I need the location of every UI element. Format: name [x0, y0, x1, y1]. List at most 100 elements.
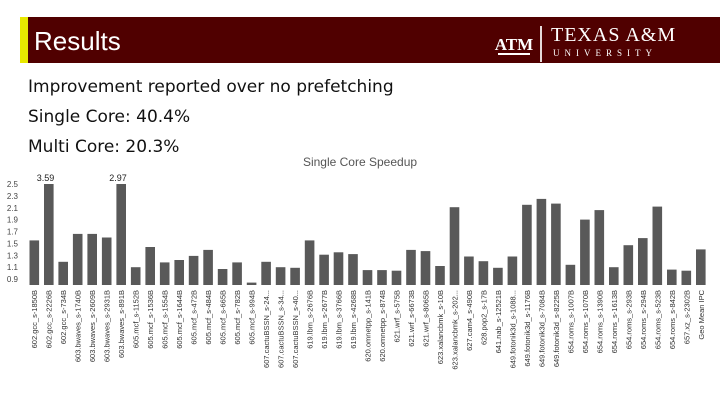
data-label: 3.59: [37, 173, 55, 183]
x-tick-label: 602.gcc_s-734B: [59, 290, 68, 344]
bar: [58, 261, 68, 285]
y-tick-label: 2.3: [7, 192, 19, 201]
bar: [275, 267, 286, 285]
bar: [551, 203, 561, 285]
x-tick-label: 619.lbm_s-4268B: [349, 290, 358, 349]
bullet-multi-core: Multi Core: 20.3%: [28, 137, 180, 157]
x-tick-label: 657.xz_s-2302B: [682, 290, 691, 344]
bar: [391, 270, 402, 285]
x-tick-label: 605.mcf_s-472B: [190, 290, 199, 345]
bar: [319, 254, 329, 285]
header-accent-stripe: [20, 17, 28, 63]
bar: [290, 267, 300, 285]
x-tick-label: 654.roms_s-1070B: [581, 290, 590, 353]
bar: [116, 184, 126, 285]
y-tick-label: 0.9: [7, 275, 19, 284]
bullet-improvement: Improvement reported over no prefetching: [28, 77, 394, 97]
x-tick-label: 605.mcf_s-665B: [219, 290, 228, 345]
x-tick-label: 621.wrf_s-575B: [393, 290, 402, 343]
bar: [72, 233, 83, 285]
bar: [449, 207, 460, 285]
x-tick-label: 619.lbm_s-2676B: [306, 290, 315, 349]
y-tick-label: 1.3: [7, 251, 19, 260]
x-tick-label: 620.omnetpp_s-874B: [378, 290, 387, 362]
bar: [536, 198, 547, 285]
x-tick-label: 607.cactuBSSN_s-40...: [291, 290, 300, 368]
bar: [623, 245, 634, 285]
bar: [681, 270, 692, 285]
bar: [333, 252, 344, 285]
bar: [29, 240, 40, 285]
x-tick-label: 654.roms_s-1390B: [595, 290, 604, 353]
bar: [188, 255, 199, 285]
x-tick-label: 649.fotonik3d_s-1088...: [508, 290, 517, 368]
x-tick-label: 605.mcf_s-1554B: [161, 290, 170, 349]
bar: [522, 204, 532, 285]
x-tick-label: 654.roms_s-1007B: [566, 290, 575, 353]
university-subtitle: UNIVERSITY: [553, 48, 657, 58]
x-tick-label: 623.xalancbmk_s-202...: [450, 290, 459, 370]
x-tick-label: 603.bwaves_s-1740B: [74, 290, 83, 362]
x-tick-label: 649.fotonik3d_s-7084B: [537, 290, 546, 367]
y-tick-label: 1.1: [7, 263, 19, 272]
data-label: 2.97: [109, 173, 127, 183]
bar: [101, 237, 112, 285]
bar: [362, 270, 373, 285]
x-tick-label: 602.gcc_s-2226B: [45, 290, 54, 348]
bar: [580, 219, 590, 285]
bar: [406, 249, 416, 285]
y-tick-label: 1.5: [7, 239, 19, 248]
y-tick-label: 1.7: [7, 228, 19, 237]
bar: [304, 240, 315, 285]
bar: [696, 249, 706, 285]
x-tick-label: 649.fotonik3d_s-1176B: [523, 290, 532, 367]
bar: [232, 262, 242, 285]
bar: [44, 184, 54, 285]
bar: [507, 256, 518, 285]
x-tick-label: 628.pop2_s-17B: [479, 290, 488, 345]
x-tick-label: 603.bwaves_s-2609B: [88, 290, 97, 362]
x-tick-label: 627.cam4_s-490B: [465, 290, 474, 351]
x-tick-label: Geo Mean IPC: [697, 289, 706, 339]
x-tick-label: 621.wrf_s-8065B: [422, 290, 431, 347]
bar: [493, 267, 503, 285]
x-tick-label: 602.gcc_s-1850B: [30, 290, 39, 348]
university-name: TEXAS A&M: [551, 24, 677, 46]
bar: [348, 254, 358, 285]
x-tick-label: 605.mcf_s-1536B: [146, 290, 155, 349]
y-tick-label: 1.9: [7, 216, 19, 225]
bar: [246, 282, 257, 285]
x-tick-label: 619.lbm_s-3766B: [335, 290, 344, 349]
bar: [464, 256, 474, 285]
bar: [203, 249, 213, 285]
x-tick-label: 654.roms_s-1613B: [610, 290, 619, 353]
bar: [217, 269, 228, 285]
x-tick-label: 619.lbm_s-2677B: [320, 290, 329, 349]
x-tick-label: 621.wrf_s-6673B: [407, 290, 416, 347]
slide-header: Results ATM TEXAS A&M UNIVERSITY: [0, 0, 720, 68]
x-tick-label: 605.mcf_s-782B: [233, 290, 242, 345]
bar: [594, 210, 605, 285]
single-core-speedup-chart: Single Core Speedup 0.9 1.1 1.3 1.5 1.7 1.9 2.…: [7, 155, 706, 370]
bar: [667, 269, 677, 285]
x-tick-label: 649.fotonik3d_s-8225B: [552, 290, 561, 367]
y-axis: 0.9 1.1 1.3 1.5 1.7 1.9 2.1 2.3 2.5: [7, 180, 19, 284]
bar-series: [29, 184, 706, 285]
x-axis-labels: 602.gcc_s-1850B 602.gcc_s-2226B 602.gcc_s-…: [30, 289, 706, 369]
header-bar: [20, 17, 720, 63]
clipped-value-labels: 3.59 2.97: [37, 173, 127, 183]
bar: [478, 261, 489, 285]
bullet-single-core: Single Core: 40.4%: [28, 107, 191, 127]
x-tick-label: 603.bwaves_s-891B: [117, 290, 126, 358]
bar: [377, 270, 387, 285]
y-tick-label: 2.1: [7, 204, 19, 213]
x-tick-label: 654.roms_s-523B: [653, 290, 662, 349]
chart-title: Single Core Speedup: [303, 155, 417, 169]
x-tick-label: 607.cactuBSSN_s-34...: [277, 290, 286, 368]
bar: [87, 233, 97, 285]
x-tick-label: 641.nab_s-12521B: [494, 290, 503, 353]
atm-logo-icon: ATM: [495, 35, 533, 55]
bar: [145, 247, 155, 285]
bar: [609, 267, 619, 285]
logo-separator: [540, 26, 542, 62]
